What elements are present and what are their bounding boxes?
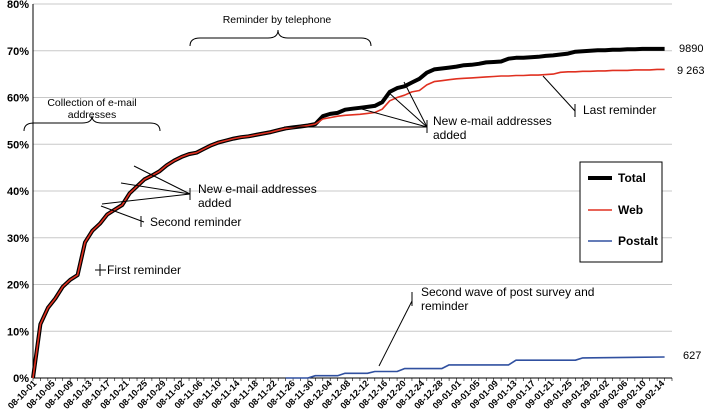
pointer-last-reminder: [542, 75, 576, 112]
end-label-postalt: 627: [683, 350, 701, 362]
series-line-web: [32, 68, 665, 379]
y-tick-label: 10%: [7, 326, 29, 338]
y-tick-labels: 0% 10% 20% 30% 40% 50% 60% 70% 80%: [7, 0, 29, 385]
pointer-new-email-2d: [403, 81, 428, 128]
pointer-new-email-1b: [120, 182, 191, 195]
annotation-telephone: Reminder by telephone: [223, 14, 332, 26]
annotation-texts: Collection of e-mail addresses Reminder …: [47, 14, 656, 313]
annotation-collection-2: addresses: [68, 109, 116, 121]
pointer-second-reminder: [100, 205, 145, 223]
brace-collection: [23, 115, 161, 132]
y-tick-label: 60%: [7, 93, 29, 105]
legend-label-postalt: Postalt: [618, 234, 658, 248]
annotation-post-wave-b: reminder: [421, 299, 468, 313]
pointer-new-email-2b: [357, 107, 428, 128]
y-tick-label: 30%: [7, 233, 29, 245]
annotation-first-reminder: First reminder: [107, 263, 181, 277]
pointer-post-wave: [378, 300, 413, 367]
y-tick-label: 80%: [7, 0, 29, 11]
annotation-new-email-2b: added: [433, 128, 466, 142]
pointer-new-email-1a: [101, 193, 191, 205]
x-tick-labels: 08-10-0108-10-0508-10-0908-10-1308-10-17…: [6, 378, 666, 411]
series-lines: [31, 46, 665, 379]
series-line-postalt: [285, 356, 665, 379]
annotations: [23, 29, 576, 367]
axes: [32, 4, 673, 381]
pointer-new-email-1c: [133, 165, 191, 195]
grid-lines: [33, 3, 672, 379]
brace-telephone: [189, 29, 372, 47]
annotation-post-wave-a: Second wave of post survey and: [421, 285, 594, 299]
annotation-new-email-1a: New e-mail addresses: [198, 182, 317, 196]
y-tick-label: 70%: [7, 46, 29, 58]
annotation-new-email-2a: New e-mail addresses: [433, 114, 552, 128]
y-tick-label: 50%: [7, 139, 29, 151]
y-tick-label: 0%: [13, 373, 29, 385]
y-tick-label: 20%: [7, 280, 29, 292]
end-labels: 9890 9 263 627: [677, 43, 704, 362]
annotation-last-reminder: Last reminder: [583, 103, 656, 117]
pointer-new-email-2c: [387, 91, 428, 128]
end-label-total: 9890: [679, 43, 703, 55]
legend-label-total: Total: [618, 171, 646, 185]
annotation-collection-1: Collection of e-mail: [47, 97, 136, 109]
y-tick-label: 40%: [7, 186, 29, 198]
legend-label-web: Web: [618, 203, 643, 217]
annotation-new-email-1b: added: [198, 196, 231, 210]
legend: Total Web Postalt: [579, 161, 663, 263]
annotation-second-reminder: Second reminder: [150, 215, 241, 229]
end-label-web: 9 263: [677, 65, 704, 77]
